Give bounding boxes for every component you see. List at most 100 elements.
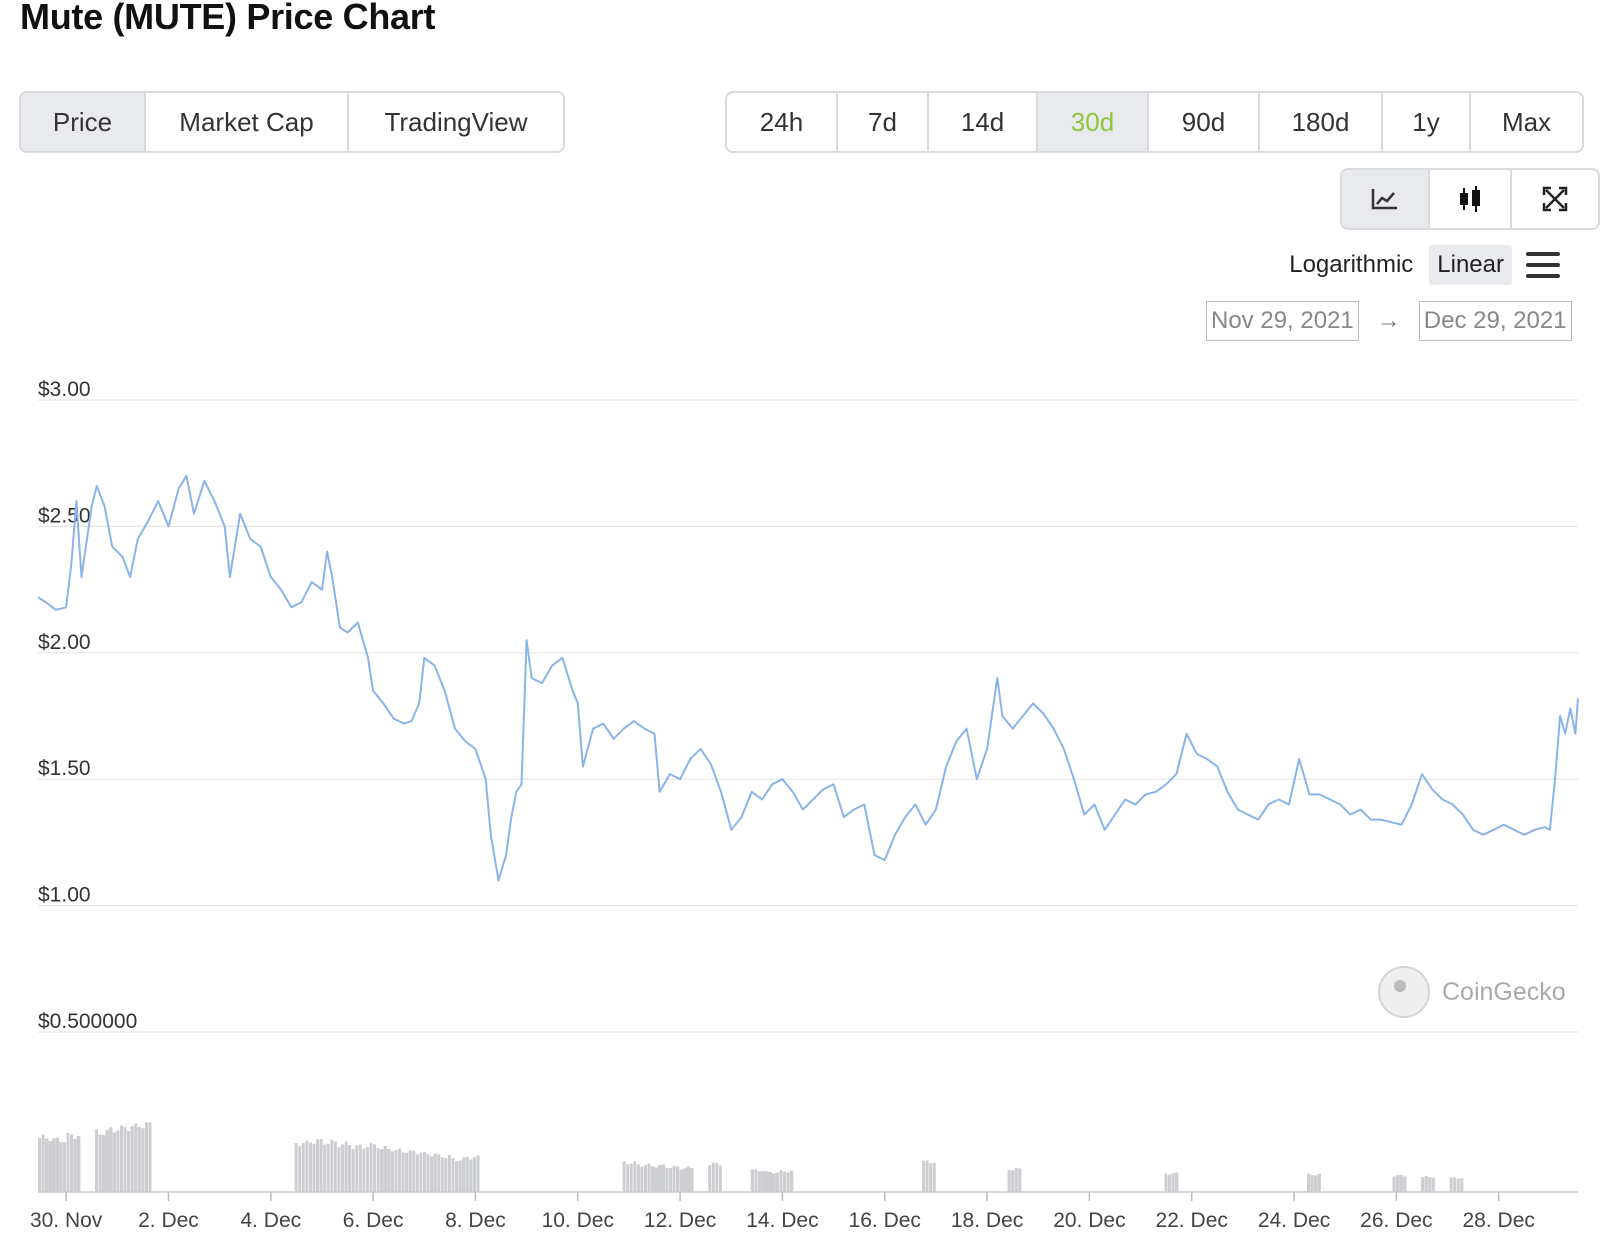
date-to-input[interactable]: Dec 29, 2021 xyxy=(1418,301,1572,341)
x-tick-label: 2. Dec xyxy=(138,1209,199,1232)
volume-bar xyxy=(66,1132,70,1192)
volume-bar xyxy=(718,1165,722,1192)
volume-bar xyxy=(301,1143,305,1192)
volume-bar xyxy=(73,1139,77,1192)
volume-bar xyxy=(109,1127,113,1192)
volume-bar xyxy=(1392,1176,1396,1192)
volume-bar xyxy=(341,1144,344,1192)
volume-bar xyxy=(633,1161,637,1192)
volume-bar xyxy=(148,1122,152,1192)
volume-bar xyxy=(45,1138,49,1192)
x-tick-label: 26. Dec xyxy=(1360,1209,1432,1232)
volume-bar xyxy=(1399,1175,1403,1192)
volume-bar xyxy=(929,1163,933,1192)
volume-bar xyxy=(465,1157,469,1192)
range-1y-button[interactable]: 1y xyxy=(1383,93,1471,151)
volume-bar xyxy=(629,1163,633,1192)
tab-price[interactable]: Price xyxy=(21,93,146,151)
volume-bar xyxy=(130,1126,134,1192)
x-tick-label: 10. Dec xyxy=(542,1209,614,1232)
volume-bar xyxy=(922,1160,926,1192)
volume-bar xyxy=(127,1131,131,1192)
volume-bar xyxy=(1449,1177,1453,1192)
x-tick-label: 20. Dec xyxy=(1053,1209,1125,1232)
volume-bar xyxy=(1164,1173,1168,1192)
volume-bar xyxy=(95,1129,99,1192)
range-max-button[interactable]: Max xyxy=(1501,106,1552,137)
range-24h-button[interactable]: 24h xyxy=(727,93,838,151)
volume-bar xyxy=(665,1168,669,1192)
volume-bar xyxy=(48,1140,52,1192)
volume-bar xyxy=(98,1134,102,1192)
volume-bar xyxy=(654,1167,658,1192)
volume-bar xyxy=(70,1134,74,1192)
volume-bar xyxy=(383,1146,387,1192)
volume-bar xyxy=(683,1168,687,1192)
chart-type-selector xyxy=(1340,168,1600,230)
y-tick-label: $1.50 xyxy=(38,757,91,780)
line-chart-icon xyxy=(1371,189,1397,210)
volume-bar xyxy=(137,1126,141,1192)
line-chart-button[interactable] xyxy=(1342,170,1430,228)
range-180d-button[interactable]: 180d xyxy=(1260,93,1383,151)
volume-bar xyxy=(337,1147,341,1192)
volume-bar xyxy=(308,1142,312,1192)
range-14d-button[interactable]: 14d xyxy=(929,93,1038,151)
hamburger-menu-icon[interactable] xyxy=(1526,252,1560,278)
volume-bar xyxy=(362,1148,366,1192)
linear-option[interactable]: Linear xyxy=(1429,245,1512,285)
volume-bar xyxy=(708,1165,712,1192)
volume-bar xyxy=(676,1166,680,1192)
volume-bar xyxy=(1424,1175,1428,1192)
volume-bar xyxy=(426,1154,430,1192)
tab-market-cap[interactable]: Market Cap xyxy=(146,93,349,151)
volume-bar xyxy=(1014,1168,1018,1192)
volume-bar xyxy=(761,1170,765,1192)
range-7d-button[interactable]: 7d xyxy=(838,93,929,151)
volume-bar xyxy=(437,1154,441,1192)
tab-tradingview[interactable]: TradingView xyxy=(384,106,528,137)
volume-bar xyxy=(1403,1176,1407,1192)
coingecko-logo-icon xyxy=(1378,966,1430,1018)
arrow-right-icon: → xyxy=(1376,307,1401,334)
volume-bar xyxy=(775,1172,779,1192)
volume-bar xyxy=(412,1150,416,1192)
logarithmic-option[interactable]: Logarithmic xyxy=(1289,251,1414,278)
volume-bar xyxy=(1396,1175,1400,1192)
volume-bar xyxy=(380,1149,384,1192)
volume-bar xyxy=(323,1144,327,1192)
volume-bar xyxy=(476,1155,480,1192)
range-90d-button[interactable]: 90d xyxy=(1149,93,1260,151)
volume-bar xyxy=(925,1160,929,1192)
volume-bar xyxy=(408,1150,412,1192)
volume-bar xyxy=(398,1148,402,1192)
x-tick-label: 6. Dec xyxy=(343,1209,404,1232)
volume-bar xyxy=(440,1157,444,1192)
date-from-input[interactable]: Nov 29, 2021 xyxy=(1206,301,1359,341)
volume-bar xyxy=(330,1139,334,1192)
volume-bar xyxy=(1011,1170,1015,1192)
scale-toggle: Logarithmic Linear xyxy=(1273,245,1560,285)
volume-bar xyxy=(690,1168,694,1192)
x-tick-label: 24. Dec xyxy=(1258,1209,1330,1232)
volume-bar xyxy=(472,1157,476,1192)
volume-bar xyxy=(365,1147,369,1192)
volume-bar xyxy=(348,1145,352,1192)
date-range: Nov 29, 2021 → Dec 29, 2021 xyxy=(1206,301,1572,341)
volume-bar xyxy=(622,1161,626,1192)
volume-bar xyxy=(1018,1168,1022,1192)
volume-bar xyxy=(626,1164,630,1192)
volume-bar xyxy=(387,1149,391,1192)
volume-bar xyxy=(419,1152,423,1192)
volume-bar xyxy=(294,1143,298,1192)
candlestick-icon xyxy=(1460,186,1480,212)
fullscreen-button[interactable] xyxy=(1512,170,1598,228)
volume-bar xyxy=(376,1148,380,1192)
volume-bar xyxy=(134,1123,138,1192)
range-30d-button[interactable]: 30d xyxy=(1038,93,1149,151)
volume-bar xyxy=(647,1163,651,1192)
candlestick-button[interactable] xyxy=(1430,170,1512,228)
volume-bar xyxy=(932,1162,936,1192)
volume-bar xyxy=(1428,1176,1432,1192)
coingecko-watermark: CoinGecko xyxy=(1378,966,1566,1018)
